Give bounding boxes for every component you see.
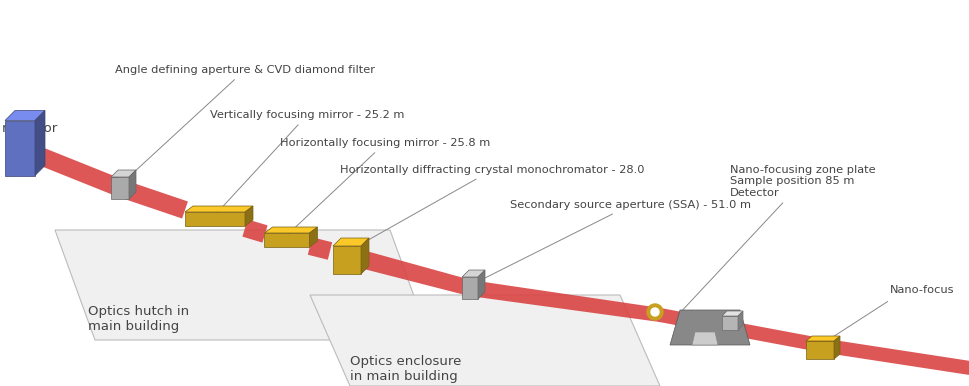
Polygon shape bbox=[265, 227, 317, 233]
Circle shape bbox=[646, 304, 663, 320]
Polygon shape bbox=[265, 233, 309, 247]
Polygon shape bbox=[478, 270, 484, 299]
Polygon shape bbox=[16, 140, 123, 196]
Polygon shape bbox=[310, 295, 659, 386]
Polygon shape bbox=[35, 110, 45, 176]
Polygon shape bbox=[362, 251, 472, 296]
Polygon shape bbox=[721, 316, 737, 330]
Circle shape bbox=[650, 308, 658, 316]
Polygon shape bbox=[833, 336, 839, 359]
Polygon shape bbox=[307, 237, 331, 260]
Polygon shape bbox=[245, 206, 253, 226]
Polygon shape bbox=[468, 280, 660, 322]
Polygon shape bbox=[117, 179, 188, 218]
Polygon shape bbox=[461, 277, 478, 299]
Polygon shape bbox=[5, 110, 45, 120]
Text: Optics enclosure
in main building: Optics enclosure in main building bbox=[350, 355, 461, 383]
Polygon shape bbox=[818, 338, 969, 375]
Text: Nano-focusing zone plate
Sample position 85 m
Detector: Nano-focusing zone plate Sample position… bbox=[679, 165, 875, 313]
Text: Optics hutch in
main building: Optics hutch in main building bbox=[88, 305, 189, 333]
Text: Horizontally diffracting crystal monochromator - 28.0: Horizontally diffracting crystal monochr… bbox=[340, 165, 643, 251]
Text: Secondary source aperture (SSA) - 51.0 m: Secondary source aperture (SSA) - 51.0 m bbox=[477, 200, 750, 282]
Polygon shape bbox=[360, 238, 368, 274]
Polygon shape bbox=[242, 219, 267, 243]
Text: ndulator: ndulator bbox=[2, 122, 58, 135]
Polygon shape bbox=[332, 246, 360, 274]
Polygon shape bbox=[461, 270, 484, 277]
Polygon shape bbox=[670, 310, 749, 345]
Polygon shape bbox=[185, 212, 245, 226]
Text: Horizontally focusing mirror - 25.8 m: Horizontally focusing mirror - 25.8 m bbox=[280, 138, 489, 235]
Polygon shape bbox=[110, 170, 136, 177]
Polygon shape bbox=[721, 311, 742, 316]
Polygon shape bbox=[737, 311, 742, 330]
Polygon shape bbox=[658, 308, 821, 352]
Polygon shape bbox=[5, 120, 35, 176]
Polygon shape bbox=[805, 341, 833, 359]
Polygon shape bbox=[185, 206, 253, 212]
Text: Nano-focus: Nano-focus bbox=[890, 285, 953, 295]
Polygon shape bbox=[129, 170, 136, 199]
Text: Angle defining aperture & CVD diamond filter: Angle defining aperture & CVD diamond fi… bbox=[115, 65, 375, 183]
Polygon shape bbox=[110, 177, 129, 199]
Polygon shape bbox=[691, 332, 717, 345]
Polygon shape bbox=[805, 336, 839, 341]
Text: Vertically focusing mirror - 25.2 m: Vertically focusing mirror - 25.2 m bbox=[209, 110, 404, 213]
Polygon shape bbox=[332, 238, 368, 246]
Polygon shape bbox=[309, 227, 317, 247]
Polygon shape bbox=[55, 230, 429, 340]
